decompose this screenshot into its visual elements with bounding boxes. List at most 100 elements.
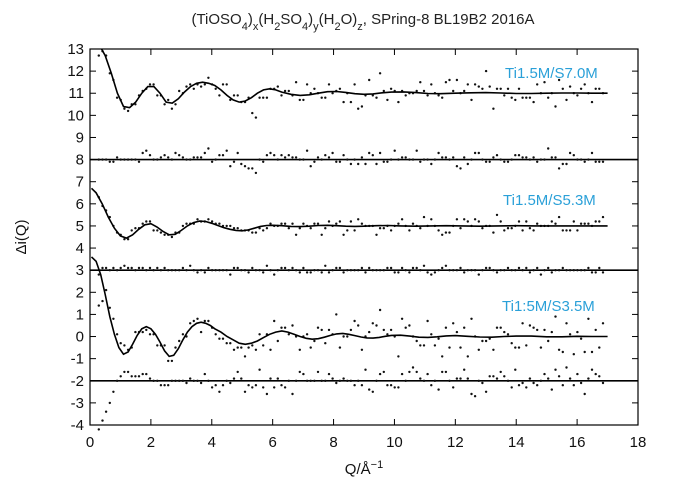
data-point xyxy=(419,227,422,230)
difference-point xyxy=(123,158,126,161)
data-point xyxy=(463,89,466,93)
difference-point xyxy=(276,158,279,161)
difference-point xyxy=(364,368,367,371)
difference-point xyxy=(441,156,444,159)
data-point xyxy=(583,350,586,354)
data-point xyxy=(320,233,323,236)
difference-point xyxy=(353,158,356,161)
difference-point xyxy=(254,269,258,272)
data-point xyxy=(499,87,502,91)
difference-point xyxy=(207,266,210,270)
difference-point xyxy=(181,379,185,382)
data-point xyxy=(598,346,601,349)
data-point xyxy=(101,299,104,303)
difference-point xyxy=(349,379,353,382)
difference-point xyxy=(291,266,294,270)
data-point xyxy=(601,215,605,219)
difference-point xyxy=(251,167,254,170)
data-point xyxy=(528,96,532,99)
data-point xyxy=(360,348,364,351)
difference-point xyxy=(210,160,214,163)
difference-point xyxy=(283,386,287,389)
data-point xyxy=(547,339,550,343)
data-point xyxy=(382,328,385,332)
difference-point xyxy=(357,379,360,382)
difference-point xyxy=(185,381,188,385)
data-point xyxy=(371,322,374,325)
data-point xyxy=(148,220,152,223)
difference-point xyxy=(470,392,473,396)
data-point xyxy=(532,100,535,104)
data-point xyxy=(119,342,122,345)
difference-point xyxy=(444,156,448,159)
difference-point xyxy=(393,271,396,274)
data-point xyxy=(338,87,342,91)
difference-point xyxy=(503,160,506,163)
x-tick-label: 10 xyxy=(386,434,403,451)
data-point xyxy=(126,109,130,113)
difference-point xyxy=(364,271,367,274)
difference-point xyxy=(181,266,185,270)
data-point xyxy=(156,229,159,232)
difference-point xyxy=(422,158,426,161)
difference-point xyxy=(521,156,524,159)
difference-point xyxy=(101,419,104,422)
difference-point xyxy=(400,266,404,270)
difference-point xyxy=(422,264,426,267)
difference-point xyxy=(426,372,429,376)
data-point xyxy=(167,98,170,102)
data-point xyxy=(152,83,155,86)
difference-point xyxy=(459,266,462,270)
data-point xyxy=(568,85,572,88)
data-point xyxy=(115,333,119,336)
difference-point xyxy=(404,156,407,159)
difference-point xyxy=(148,154,152,157)
data-point xyxy=(346,229,349,232)
difference-point xyxy=(327,372,331,376)
data-point xyxy=(481,339,484,343)
data-point xyxy=(543,328,546,332)
difference-point xyxy=(408,271,411,274)
data-point xyxy=(473,218,477,221)
difference-point xyxy=(360,384,364,387)
data-point xyxy=(276,85,279,88)
difference-point xyxy=(430,162,433,166)
data-point xyxy=(199,85,203,88)
data-point xyxy=(254,116,258,119)
difference-point xyxy=(137,160,141,163)
data-point xyxy=(283,326,287,329)
difference-point xyxy=(488,160,491,163)
difference-point xyxy=(338,379,342,382)
data-point xyxy=(134,330,137,334)
data-point xyxy=(327,328,331,332)
data-point xyxy=(408,229,411,232)
difference-point xyxy=(393,386,396,389)
difference-point xyxy=(189,264,192,267)
data-point xyxy=(495,213,499,217)
difference-point xyxy=(579,269,583,272)
series xyxy=(97,49,608,119)
data-point xyxy=(503,229,506,232)
difference-point xyxy=(568,269,572,272)
difference-point xyxy=(320,158,323,161)
difference-point xyxy=(189,158,192,161)
difference-point xyxy=(598,375,601,378)
difference-point xyxy=(243,165,247,168)
difference-point xyxy=(393,149,396,152)
difference-point xyxy=(547,147,550,150)
y-tick-label: 7 xyxy=(76,174,84,191)
data-point xyxy=(557,348,561,351)
data-point xyxy=(422,344,426,347)
difference-point xyxy=(378,269,382,272)
y-tick-label: 11 xyxy=(68,85,84,102)
difference-point xyxy=(258,269,261,272)
data-point xyxy=(313,222,316,225)
data-point xyxy=(196,218,199,221)
data-point xyxy=(210,220,214,223)
difference-point xyxy=(240,162,243,166)
data-point xyxy=(324,96,327,99)
difference-point xyxy=(265,392,269,396)
difference-point xyxy=(528,158,532,161)
data-point xyxy=(287,333,290,336)
data-point xyxy=(539,346,543,349)
